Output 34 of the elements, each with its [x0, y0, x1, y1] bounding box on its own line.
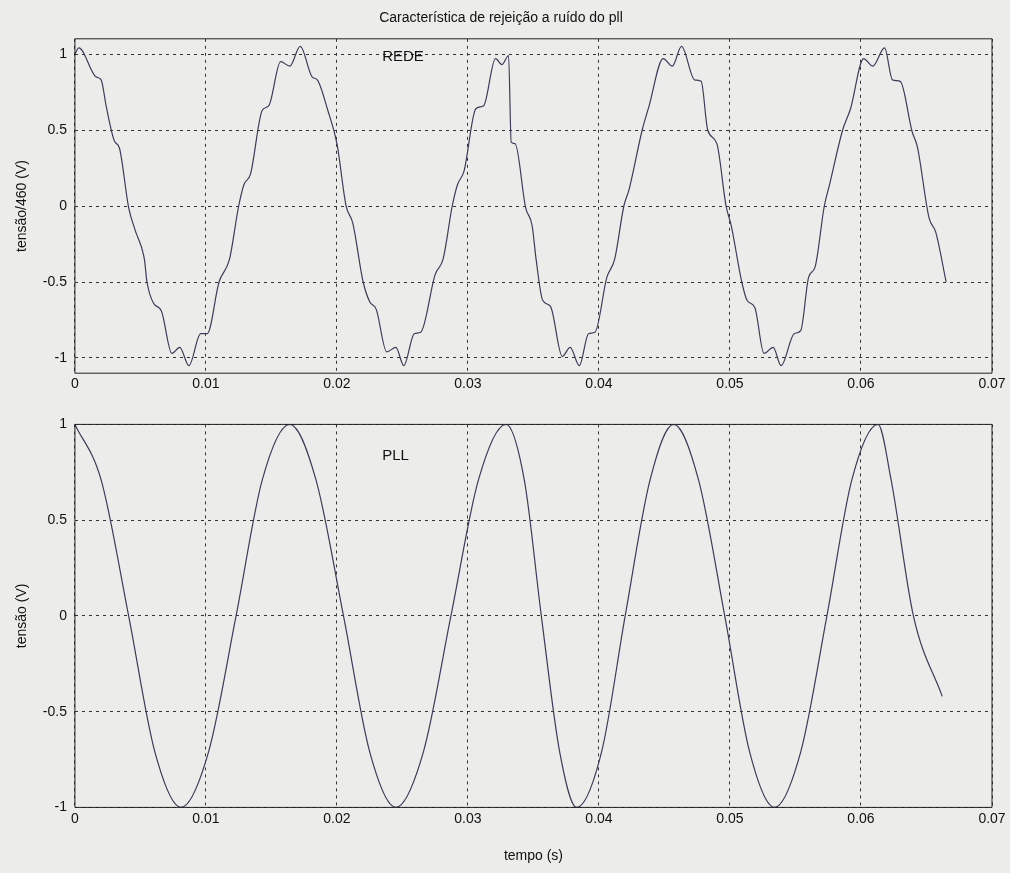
y-tick-label: -0.5 [42, 702, 68, 719]
y-tick-label: 1 [59, 415, 68, 432]
y-tick-label: 0 [59, 196, 68, 213]
y-tick-label: 0.5 [47, 511, 68, 528]
x-tick-label: 0.07 [978, 375, 1006, 392]
x-tick-label: 0.05 [716, 809, 744, 826]
text: REDE [382, 46, 424, 64]
y-axis-title: tensão (V) [13, 583, 30, 649]
y-tick-label: -1 [54, 348, 68, 365]
y-tick-label: -0.5 [42, 272, 68, 289]
y-tick-label: -1 [54, 798, 68, 815]
x-tick-label: 0.06 [847, 375, 875, 392]
line-series [74, 424, 943, 808]
chart-title: Característica de rejeição a ruído do pll [379, 9, 623, 26]
text: PLL [382, 446, 409, 464]
x-tick-label: 0.02 [323, 375, 351, 392]
x-tick-label: 0.04 [585, 809, 613, 826]
y-tick-label: 0.5 [47, 120, 68, 137]
x-tick-label: 0.02 [323, 809, 351, 826]
x-tick-label: 0 [71, 375, 80, 392]
x-tick-label: 0.01 [192, 809, 220, 826]
x-tick-label: 0.03 [454, 809, 482, 826]
y-tick-label: 0 [59, 606, 68, 623]
y-tick-label: 1 [59, 44, 68, 61]
x-tick-label: 0.07 [978, 809, 1006, 826]
x-tick-label: 0.04 [585, 375, 613, 392]
x-tick-label: 0 [71, 809, 80, 826]
x-tick-label: 0.03 [454, 375, 482, 392]
x-tick-label: 0.06 [847, 809, 875, 826]
x-axis-title: tempo (s) [503, 847, 564, 864]
x-tick-label: 0.01 [192, 375, 220, 392]
x-tick-label: 0.05 [716, 375, 744, 392]
y-axis-title: tensão/460 (V) [13, 160, 30, 252]
line-series [74, 45, 947, 367]
